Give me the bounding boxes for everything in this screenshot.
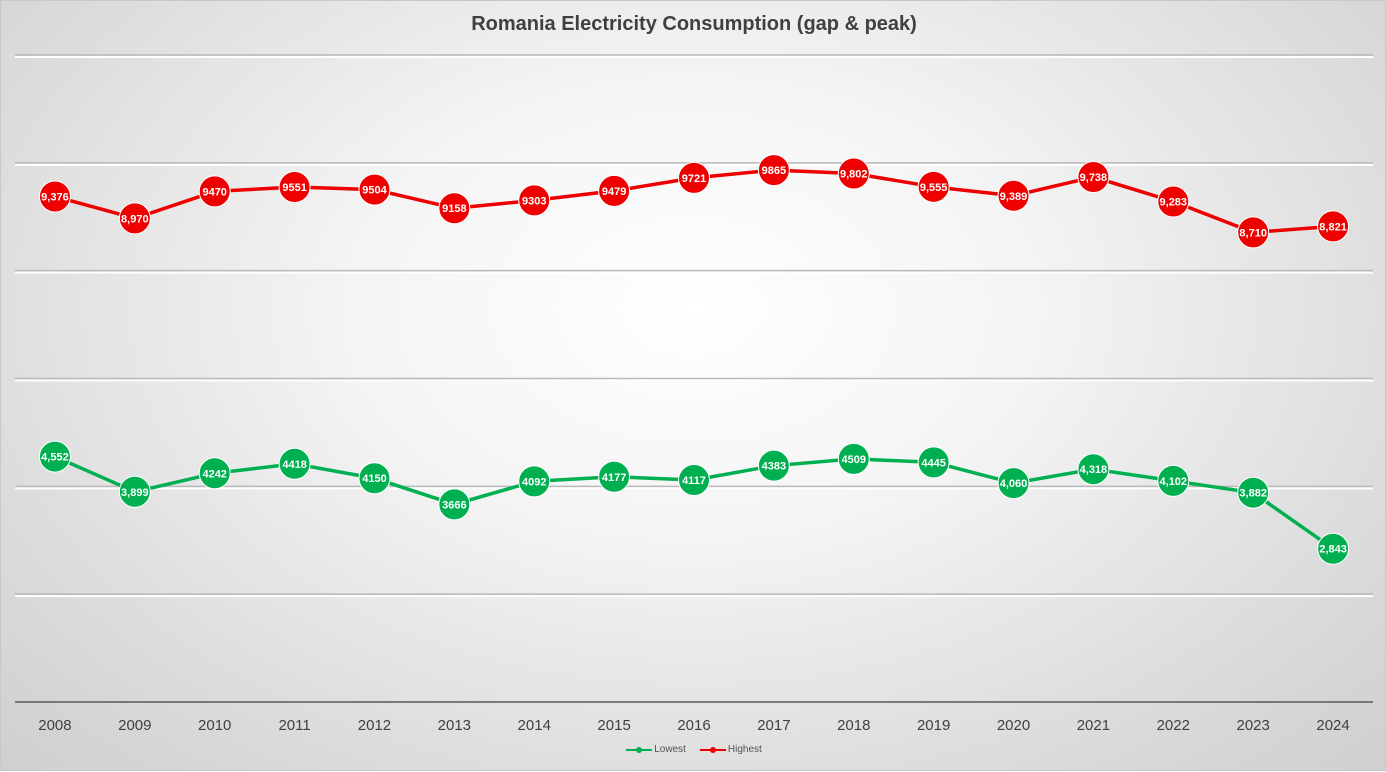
data-point-lowest (837, 442, 870, 475)
data-label-lowest: 4,060 (1000, 478, 1028, 490)
data-point-highest (358, 173, 391, 206)
data-point-highest (917, 170, 950, 203)
data-point-highest (1077, 160, 1110, 193)
legend: Lowest Highest (1, 744, 1386, 755)
data-point-highest (118, 202, 151, 235)
data-point-lowest (1237, 476, 1270, 509)
data-point-lowest (917, 446, 950, 479)
data-point-highest (1157, 185, 1190, 218)
x-tick-label: 2018 (837, 717, 870, 734)
data-label-lowest: 4,102 (1160, 476, 1188, 488)
x-tick-label: 2011 (278, 717, 310, 734)
data-label-lowest: 4177 (602, 472, 626, 484)
data-label-lowest: 3,899 (121, 487, 149, 499)
data-label-highest: 9158 (442, 203, 466, 215)
data-label-highest: 9470 (202, 186, 226, 198)
data-label-lowest: 4,318 (1080, 464, 1108, 476)
data-label-lowest: 4092 (522, 476, 546, 488)
data-label-highest: 9865 (762, 165, 786, 177)
legend-swatch-highest (699, 745, 726, 755)
data-point-lowest (438, 488, 471, 521)
data-point-lowest (757, 449, 790, 482)
data-point-highest (1237, 216, 1270, 249)
data-point-lowest (358, 462, 391, 495)
data-label-highest: 9,555 (920, 182, 948, 194)
data-label-lowest: 2,843 (1319, 544, 1347, 556)
data-label-highest: 9479 (602, 186, 626, 198)
data-point-lowest (198, 457, 231, 490)
data-point-lowest (118, 475, 151, 508)
data-label-highest: 9,738 (1080, 172, 1108, 184)
data-label-lowest: 4445 (921, 457, 945, 469)
data-label-highest: 9303 (522, 195, 546, 207)
data-point-highest (1317, 210, 1350, 243)
data-point-lowest (678, 464, 710, 497)
x-tick-label: 2017 (757, 717, 790, 734)
data-label-lowest: 4,552 (41, 452, 69, 464)
data-point-lowest (997, 467, 1030, 500)
data-label-highest: 8,970 (121, 213, 149, 225)
data-point-lowest (518, 465, 551, 498)
legend-swatch-lowest (626, 745, 653, 755)
data-point-lowest (1157, 464, 1190, 497)
data-label-lowest: 4117 (682, 475, 706, 487)
legend-label-highest: Highest (727, 744, 762, 755)
data-label-lowest: 3,882 (1239, 488, 1267, 500)
data-point-highest (38, 180, 71, 213)
data-label-lowest: 4242 (202, 468, 226, 480)
data-label-highest: 9,802 (840, 169, 868, 181)
data-point-lowest (278, 447, 311, 480)
data-point-lowest (1317, 532, 1350, 565)
x-tick-label: 2012 (358, 717, 391, 734)
data-label-highest: 9,283 (1160, 196, 1188, 208)
legend-item-highest: Highest (699, 744, 762, 755)
x-tick-label: 2015 (597, 717, 630, 734)
data-point-highest (997, 179, 1030, 212)
data-label-highest: 9504 (362, 185, 387, 197)
data-label-highest: 9,389 (1000, 191, 1028, 203)
legend-item-lowest: Lowest (626, 744, 686, 755)
data-label-lowest: 4509 (842, 454, 866, 466)
x-tick-label: 2024 (1316, 717, 1349, 734)
data-point-highest (598, 174, 631, 207)
x-tick-label: 2008 (38, 717, 71, 734)
data-point-highest (278, 171, 311, 204)
data-label-highest: 9,376 (41, 191, 69, 203)
x-tick-label: 2016 (677, 717, 710, 734)
chart-title: Romania Electricity Consumption (gap & p… (471, 13, 917, 35)
data-point-lowest (598, 460, 631, 493)
data-label-lowest: 4418 (282, 459, 306, 471)
x-tick-label: 2009 (118, 717, 151, 734)
data-point-highest (678, 161, 710, 194)
data-point-highest (438, 192, 471, 225)
data-point-lowest (1077, 453, 1110, 486)
data-label-lowest: 4383 (762, 461, 786, 473)
x-tick-label: 2010 (198, 717, 231, 734)
data-point-highest (198, 175, 231, 208)
x-tick-label: 2022 (1157, 717, 1190, 734)
data-label-highest: 8,821 (1319, 221, 1347, 233)
data-point-highest (757, 154, 790, 187)
data-point-highest (518, 184, 551, 217)
legend-label-lowest: Lowest (654, 744, 686, 755)
data-point-lowest (38, 440, 71, 473)
data-label-highest: 9721 (682, 173, 706, 185)
x-tick-label: 2014 (518, 717, 551, 734)
data-label-highest: 9551 (282, 182, 306, 194)
data-point-highest (837, 157, 870, 190)
x-tick-label: 2019 (917, 717, 950, 734)
x-tick-label: 2023 (1236, 717, 1269, 734)
x-tick-label: 2020 (997, 717, 1030, 734)
x-tick-label: 2013 (438, 717, 471, 734)
data-label-lowest: 3666 (442, 499, 466, 511)
data-label-lowest: 4150 (362, 473, 386, 485)
x-tick-label: 2021 (1077, 717, 1110, 734)
data-label-highest: 8,710 (1239, 227, 1267, 239)
